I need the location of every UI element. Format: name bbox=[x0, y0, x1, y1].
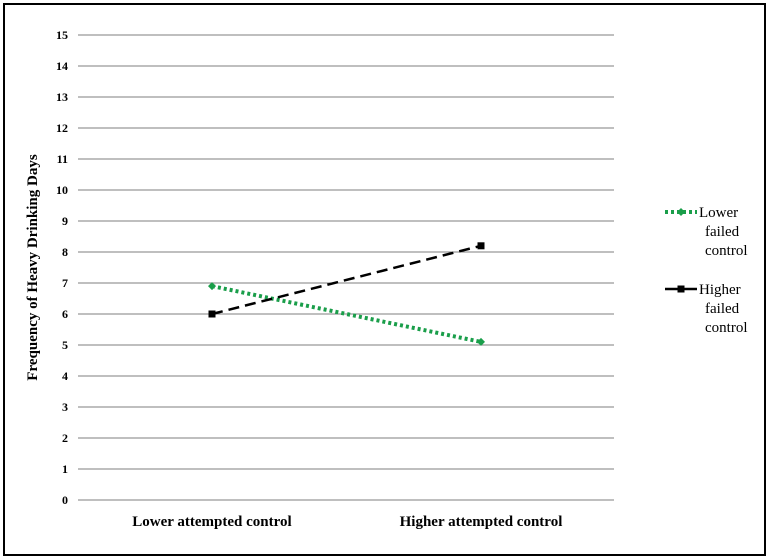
legend-label: control bbox=[705, 243, 748, 259]
series-lines bbox=[208, 242, 485, 346]
legend-swatch-marker bbox=[677, 285, 685, 293]
y-tick-label: 11 bbox=[57, 152, 68, 166]
data-point bbox=[208, 282, 216, 291]
legend-label: control bbox=[705, 320, 748, 336]
series-line bbox=[211, 244, 482, 316]
y-tick-label: 7 bbox=[62, 276, 68, 290]
legend-label: failed bbox=[705, 224, 740, 240]
series bbox=[208, 282, 485, 346]
y-tick-label: 15 bbox=[56, 28, 68, 42]
gridlines bbox=[78, 34, 614, 501]
legend-swatch-marker bbox=[677, 208, 685, 216]
y-tick-label: 5 bbox=[62, 338, 68, 352]
legend-label: Lower bbox=[699, 205, 738, 221]
legend-label: failed bbox=[705, 301, 740, 317]
y-tick-label: 9 bbox=[62, 214, 68, 228]
series-line bbox=[211, 284, 482, 344]
legend-item: Higher failed control bbox=[665, 282, 748, 336]
y-tick-label: 3 bbox=[62, 400, 68, 414]
x-axis-categories: Lower attempted control Higher attempted … bbox=[132, 514, 562, 530]
y-tick-label: 13 bbox=[56, 90, 68, 104]
x-category-label: Lower attempted control bbox=[132, 514, 291, 530]
y-tick-label: 2 bbox=[62, 431, 68, 445]
y-tick-label: 10 bbox=[56, 183, 68, 197]
y-tick-label: 0 bbox=[62, 493, 68, 507]
y-axis-title: Frequency of Heavy Drinking Days bbox=[25, 154, 41, 381]
series bbox=[208, 242, 485, 318]
y-tick-label: 4 bbox=[62, 369, 68, 383]
y-tick-label: 1 bbox=[62, 462, 68, 476]
y-tick-label: 8 bbox=[62, 245, 68, 259]
y-tick-label: 14 bbox=[56, 59, 68, 73]
legend: Lower failed control Higher failed control bbox=[665, 205, 748, 336]
legend-item: Lower failed control bbox=[665, 205, 748, 259]
y-tick-label: 6 bbox=[62, 307, 68, 321]
x-category-label: Higher attempted control bbox=[400, 514, 563, 530]
y-tick-label: 12 bbox=[56, 121, 68, 135]
chart-frame bbox=[3, 3, 766, 556]
data-point bbox=[208, 310, 216, 318]
data-point bbox=[477, 242, 485, 250]
legend-label: Higher bbox=[699, 282, 741, 298]
data-point bbox=[477, 337, 485, 346]
